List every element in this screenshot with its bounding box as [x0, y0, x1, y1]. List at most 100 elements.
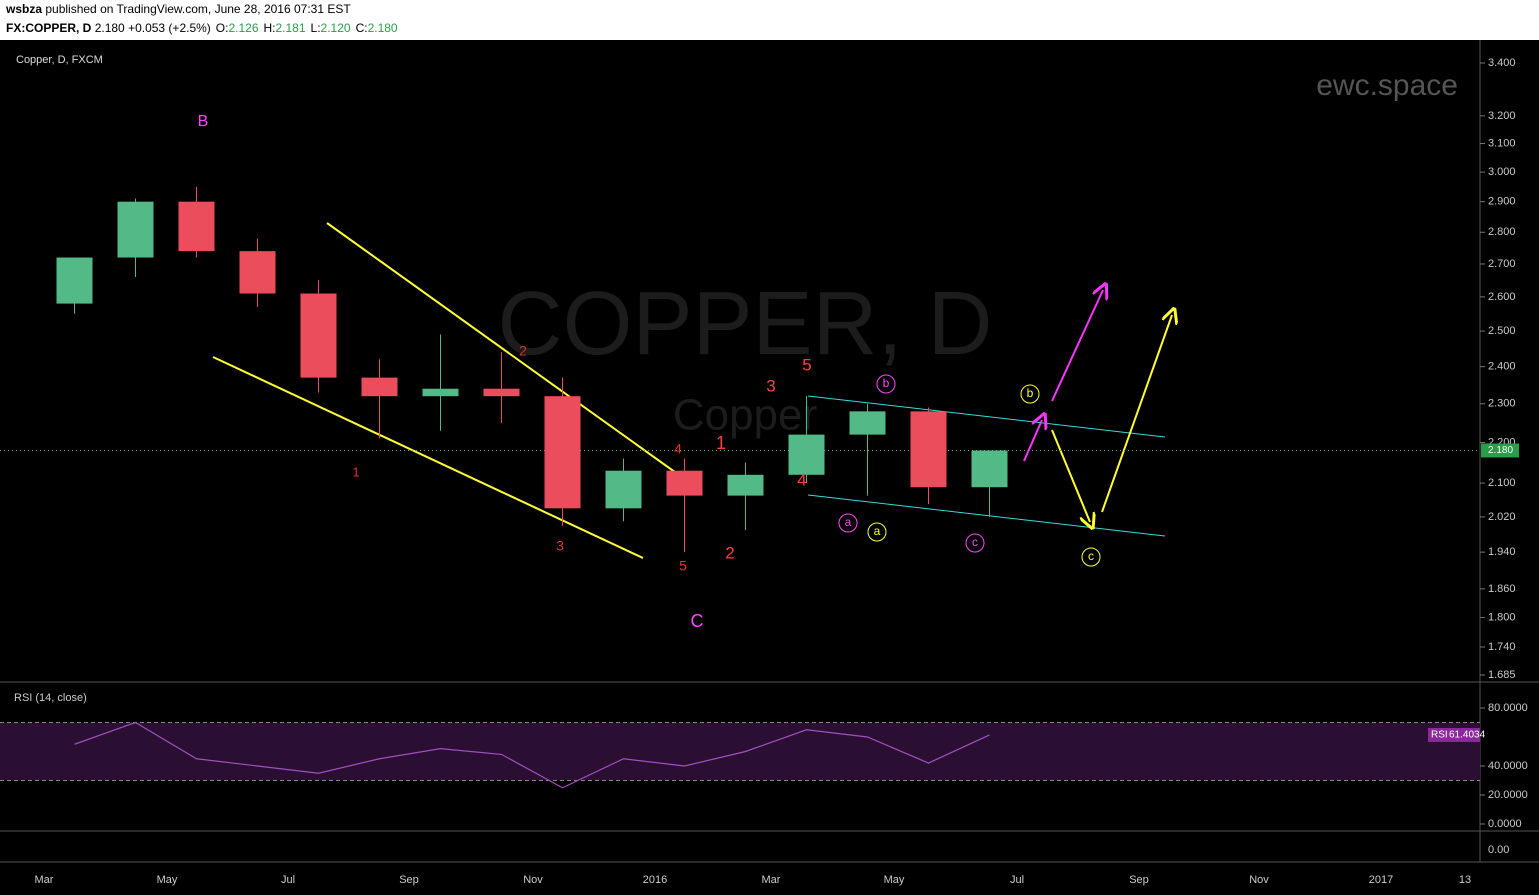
wave-circle [867, 522, 887, 542]
arrow [1051, 290, 1103, 402]
candle-body [666, 470, 703, 496]
wave-label: 4 [797, 470, 806, 489]
ohlc-key: H: [264, 21, 276, 35]
ohlc-key: L: [311, 21, 321, 35]
wave-label: c [1088, 549, 1094, 563]
y-tick-label: 2.600 [1488, 291, 1516, 303]
candle-body [788, 434, 825, 475]
y-tick-label: 2.700 [1488, 258, 1516, 270]
candle-body [239, 251, 276, 294]
wave-label: C [691, 611, 704, 631]
last-price-label: 2.180 [1488, 445, 1513, 456]
arrow [1023, 420, 1042, 462]
quote-line: FX:COPPER, D 2.180 +0.053 (+2.5%) O:2.126… [6, 21, 398, 35]
wave-circle [876, 374, 896, 394]
x-tick-label: 2017 [1369, 874, 1393, 886]
drawings [212, 222, 1172, 559]
brand: ewc.space [1316, 69, 1458, 102]
symbol: FX:COPPER, D [6, 21, 92, 35]
y-tick-label: 1.800 [1488, 611, 1516, 623]
wave-label: c [972, 535, 978, 549]
candle-body [727, 474, 764, 496]
wave-label: 1 [716, 433, 726, 453]
x-tick-label: Nov [523, 874, 543, 886]
wave-circle [965, 533, 985, 553]
ohlc-key: O: [216, 21, 229, 35]
x-tick-label: Jul [281, 874, 295, 886]
y-tick-label: 3.200 [1488, 110, 1516, 122]
channel-line [807, 494, 1166, 537]
x-tick-label: May [157, 874, 178, 886]
candle-body [971, 450, 1008, 488]
candle-body [605, 470, 642, 509]
rsi-band-fill [0, 722, 1480, 781]
arrow [1051, 429, 1090, 522]
rsi-current: 61.4034 [1449, 730, 1486, 741]
wave-label: 2 [725, 543, 734, 562]
arrow [1101, 315, 1172, 513]
wave-circle [1020, 384, 1040, 404]
y-tick-label: 2.020 [1488, 511, 1516, 523]
candle-body [483, 388, 520, 397]
watermark-sub: Copper [673, 391, 817, 440]
x-tick-label: 2016 [643, 874, 667, 886]
candle-body [178, 201, 215, 252]
x-tick-label: May [884, 874, 905, 886]
x-tick-label: 13 [1459, 874, 1471, 886]
y-tick-label: 2.500 [1488, 325, 1516, 337]
x-tick-label: Mar [35, 874, 54, 886]
y-tick-label: 1.860 [1488, 583, 1516, 595]
channel-line [807, 395, 1166, 438]
y-tick-label: 3.400 [1488, 57, 1516, 69]
chart-title: Copper, D, FXCM [16, 54, 103, 66]
published: published on TradingView.com, June 28, 2… [45, 2, 351, 16]
candle-body [361, 377, 398, 397]
ohlc-value: 2.181 [276, 21, 306, 35]
x-tick-label: Nov [1249, 874, 1269, 886]
y-tick-label: 2.300 [1488, 398, 1516, 410]
ohlc-value: 2.180 [368, 21, 398, 35]
candle-body [849, 411, 886, 435]
rsi-tick-label: 40.0000 [1488, 760, 1528, 772]
watermark: COPPER, D [497, 274, 992, 374]
y-tick-label: 1.740 [1488, 641, 1516, 653]
wave-label: 4 [674, 441, 682, 457]
header-bg [0, 0, 1539, 40]
ohlc-value: 2.120 [321, 21, 351, 35]
x-tick-label: Sep [399, 874, 419, 886]
candle-body [117, 201, 154, 258]
candle-body [422, 388, 459, 397]
rsi-tick-label: 80.0000 [1488, 702, 1528, 714]
trendline [326, 222, 687, 481]
rsi-tick-label: 20.0000 [1488, 789, 1528, 801]
candle-body [300, 293, 337, 378]
y-tick-label: 3.100 [1488, 137, 1516, 149]
candle-body [910, 411, 947, 488]
y-tick-label: 1.940 [1488, 546, 1516, 558]
wave-label: b [883, 376, 890, 390]
wave-circle [1081, 547, 1101, 567]
wave-label: 3 [556, 538, 564, 554]
wave-label: a [874, 524, 881, 538]
last: 2.180 [95, 21, 125, 35]
change: +0.053 (+2.5%) [128, 21, 211, 35]
y-tick-label: 2.800 [1488, 226, 1516, 238]
rsi-box [1428, 727, 1480, 742]
y-tick-label: 2.400 [1488, 361, 1516, 373]
y-tick-label: 1.685 [1488, 669, 1516, 681]
wave-label: b [1027, 386, 1034, 400]
wave-label: B [198, 113, 209, 130]
y-tick-label: 2.900 [1488, 196, 1516, 208]
pane3-tick-label: 0.00 [1488, 844, 1509, 856]
rsi-title: RSI (14, close) [14, 692, 87, 704]
rsi-line [74, 721, 990, 789]
last-price-box [1481, 443, 1519, 458]
header-line: wsbza published on TradingView.com, June… [5, 2, 351, 16]
wave-label: 2 [519, 343, 527, 359]
wave-label: 5 [679, 558, 687, 574]
rsi-tick-label: 0.0000 [1488, 818, 1522, 830]
wave-label: 1 [352, 464, 359, 479]
publisher: wsbza [5, 2, 42, 16]
